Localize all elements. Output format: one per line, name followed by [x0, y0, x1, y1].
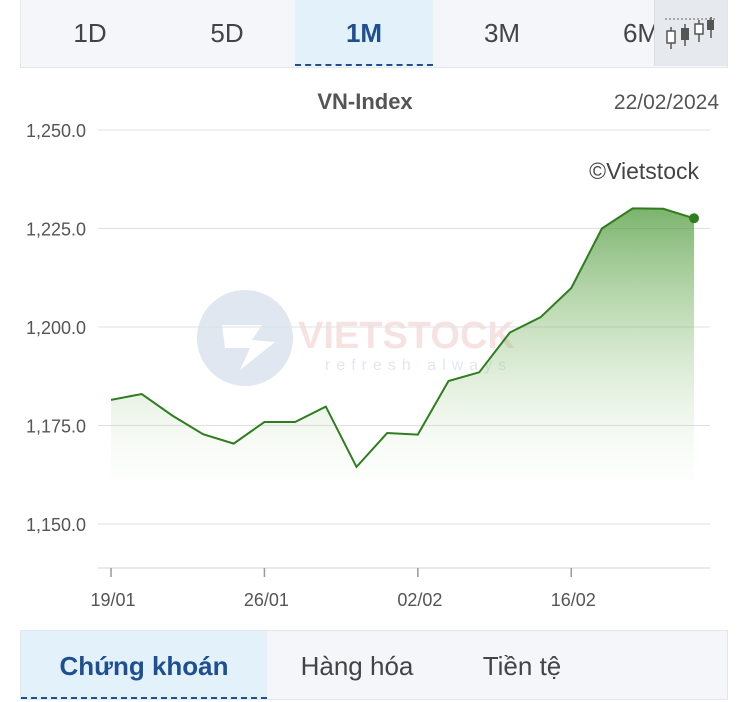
last-point-marker: [689, 213, 699, 224]
tab-1d[interactable]: 1D: [73, 18, 107, 48]
tab-hang-hoa[interactable]: Hàng hóa: [300, 651, 414, 681]
y-tick-label: 1,175.0: [26, 417, 86, 437]
y-tick-label: 1,225.0: [26, 220, 86, 240]
y-tick-label: 1,250.0: [26, 121, 86, 141]
x-tick-label: 02/02: [397, 590, 442, 610]
candlestick-icon: [665, 17, 715, 49]
x-tick-label: 16/02: [551, 590, 596, 610]
y-tick-label: 1,150.0: [26, 515, 86, 535]
watermark-tagline: refresh always: [325, 357, 512, 374]
market-tabs: Chứng khoán Hàng hóa Tiền tệ: [20, 630, 728, 700]
chart-credit: ©Vietstock: [589, 158, 699, 184]
vietstock-watermark: VIETSTOCK refresh always: [197, 290, 515, 386]
tab-5d[interactable]: 5D: [210, 18, 244, 48]
candlestick-toggle-button[interactable]: [654, 0, 727, 66]
x-tick-label: 19/01: [90, 590, 135, 610]
vn-index-chart: VIETSTOCK refresh always 1,150.0 1,175.0 1…: [26, 89, 719, 610]
x-tick-label: 26/01: [244, 590, 289, 610]
chart-title: VN-Index: [317, 89, 413, 114]
watermark-brand: VIETSTOCK: [298, 315, 515, 357]
y-tick-label: 1,200.0: [26, 318, 86, 338]
series-line: [110, 207, 695, 469]
chart-date: 22/02/2024: [614, 91, 719, 114]
tab-chung-khoan[interactable]: Chứng khoán: [21, 631, 267, 699]
area-fill: [111, 208, 694, 480]
tab-6m[interactable]: 6M: [622, 18, 660, 48]
tab-1m[interactable]: 1M: [295, 0, 433, 66]
period-tabs: 1D 5D 1M 3M 6M: [20, 0, 728, 68]
tab-tien-te[interactable]: Tiền tệ: [482, 651, 562, 681]
tab-3m[interactable]: 3M: [483, 18, 521, 48]
watermark-logo-icon: [197, 290, 293, 386]
